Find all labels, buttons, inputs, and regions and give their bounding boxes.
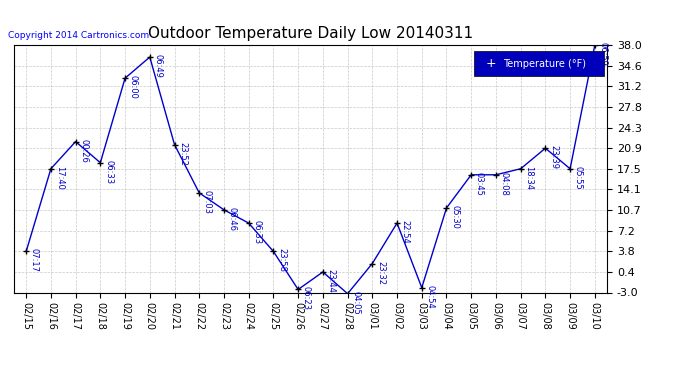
Text: 07:17: 07:17 [30, 248, 39, 272]
Text: 06:33: 06:33 [253, 220, 262, 244]
Text: 23:32: 23:32 [376, 261, 385, 285]
Text: 05:30: 05:30 [450, 205, 460, 229]
Text: Temperature (°F): Temperature (°F) [504, 58, 586, 69]
Text: 06:23: 06:23 [302, 286, 311, 310]
Text: Copyright 2014 Cartronics.com: Copyright 2014 Cartronics.com [8, 31, 149, 40]
Text: 03:45: 03:45 [475, 172, 484, 196]
Text: 06:59: 06:59 [598, 42, 608, 66]
Text: 23:52: 23:52 [178, 142, 187, 165]
FancyBboxPatch shape [474, 51, 604, 76]
Text: 23:39: 23:39 [549, 145, 558, 169]
Text: 18:34: 18:34 [524, 166, 533, 190]
Text: 04:08: 04:08 [500, 172, 509, 196]
Text: 17:40: 17:40 [55, 166, 63, 190]
Text: 00:26: 00:26 [79, 139, 88, 162]
Text: 23:44: 23:44 [326, 269, 335, 293]
Text: 23:58: 23:58 [277, 248, 286, 272]
Text: 22:54: 22:54 [401, 220, 410, 244]
Title: Outdoor Temperature Daily Low 20140311: Outdoor Temperature Daily Low 20140311 [148, 26, 473, 41]
Text: 05:55: 05:55 [574, 166, 583, 189]
Text: 06:46: 06:46 [228, 207, 237, 231]
Text: 04:05: 04:05 [351, 291, 360, 315]
Text: 04:54: 04:54 [426, 285, 435, 308]
Text: 06:00: 06:00 [129, 75, 138, 99]
Text: +: + [486, 57, 496, 70]
Text: 06:49: 06:49 [153, 54, 163, 78]
Text: 06:33: 06:33 [104, 160, 113, 184]
Text: 07:03: 07:03 [203, 190, 212, 214]
